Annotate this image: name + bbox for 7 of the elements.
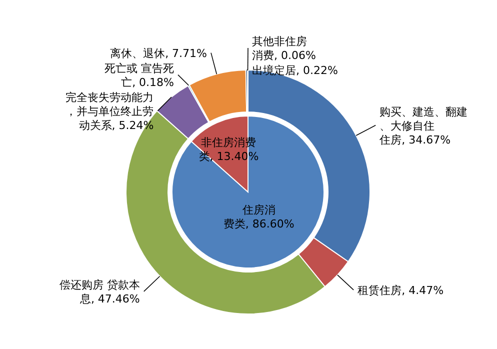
slice-label: 租赁住房, 4.47% [358,284,444,297]
slice-label: 其他非住房消费, 0.06% [252,35,316,62]
slice-label: 离休、退休, 7.71% [110,46,208,60]
slice-label: 购买、建造、翻建、大修自住住房, 34.67% [380,105,468,146]
slice-label: 住房消费类, 86.60% [223,203,294,230]
slice-label: 死亡或 宣告死亡, 0.18% [104,62,174,89]
slice-label: 偿还购房 贷款本息, 47.46% [59,278,140,306]
